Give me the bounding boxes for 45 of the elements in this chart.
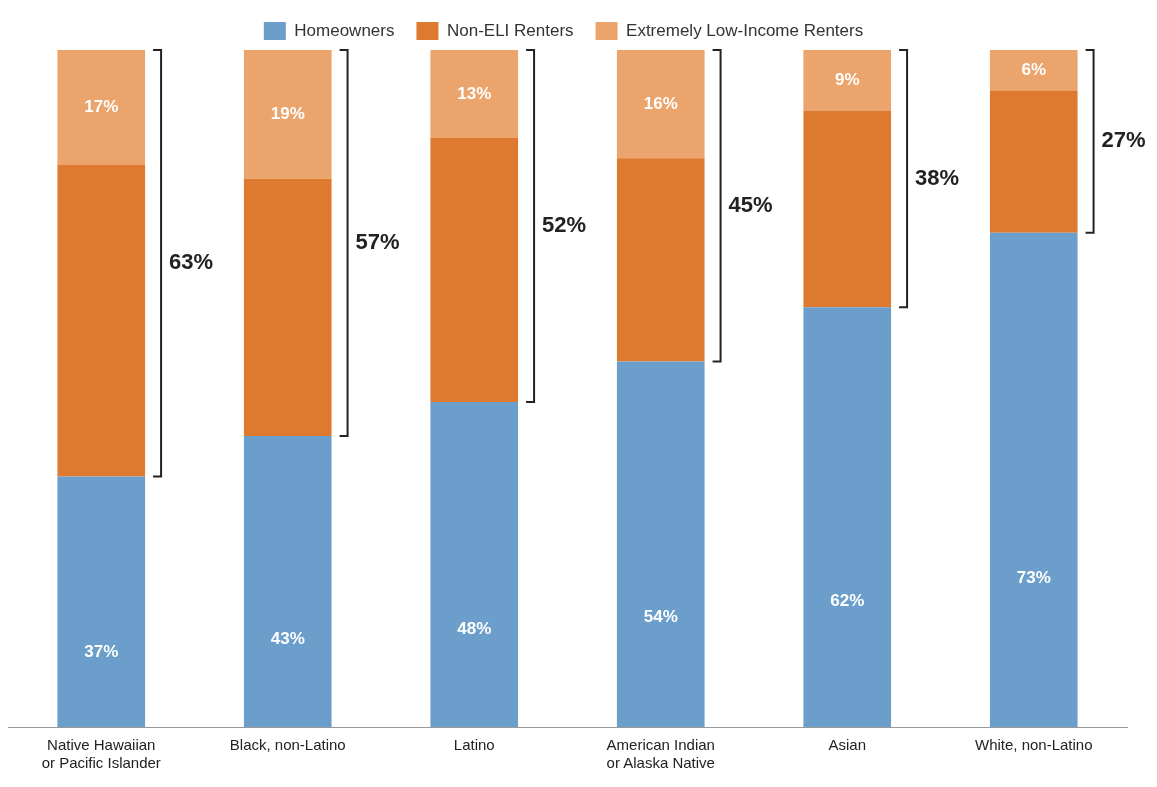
x-tick-label: American Indian or Alaska Native <box>606 736 715 772</box>
data-label: 54% <box>643 607 678 627</box>
bar <box>243 435 332 727</box>
x-tick-label: Native Hawaiian or Pacific Islander <box>41 736 161 772</box>
legend-label: Non-ELI Renters <box>446 20 574 40</box>
bar <box>803 307 892 727</box>
annotation: 45% <box>728 191 773 217</box>
bar <box>243 178 332 436</box>
bar <box>803 50 892 111</box>
x-tick-label: Latino <box>453 736 495 754</box>
data-label: 73% <box>1016 568 1051 588</box>
data-label: 9% <box>834 70 860 90</box>
bar <box>430 402 519 727</box>
bar <box>989 232 1078 727</box>
annotation: 27% <box>1101 127 1146 153</box>
annotation: 38% <box>915 164 960 190</box>
annotation: 63% <box>169 249 214 275</box>
bar <box>616 50 705 159</box>
bar <box>989 50 1078 91</box>
data-label: 19% <box>270 104 305 123</box>
bar <box>57 476 146 727</box>
data-label: 13% <box>457 83 492 103</box>
bar <box>243 50 332 179</box>
x-tick-label: Asian <box>828 736 867 754</box>
bar <box>616 158 705 362</box>
bar <box>616 361 705 727</box>
data-label: 62% <box>830 590 865 610</box>
data-label: 16% <box>643 93 678 113</box>
x-tick-label: Black, non-Latino <box>229 736 346 754</box>
data-label: 17% <box>84 97 119 117</box>
annotation: 57% <box>355 229 400 255</box>
bar <box>57 165 146 477</box>
bar <box>57 50 146 166</box>
data-label: 37% <box>84 641 119 661</box>
bar <box>803 110 892 308</box>
legend-label: Homeowners <box>294 20 395 40</box>
annotation: 52% <box>542 212 587 238</box>
bar <box>430 138 519 403</box>
legend-label: Extremely Low-Income Renters <box>626 20 864 40</box>
x-tick-label: White, non-Latino <box>974 736 1093 754</box>
bar <box>430 50 519 139</box>
data-label: 6% <box>1021 60 1047 79</box>
data-label: 43% <box>270 629 305 649</box>
bar <box>989 90 1078 233</box>
data-label: 48% <box>457 619 492 639</box>
